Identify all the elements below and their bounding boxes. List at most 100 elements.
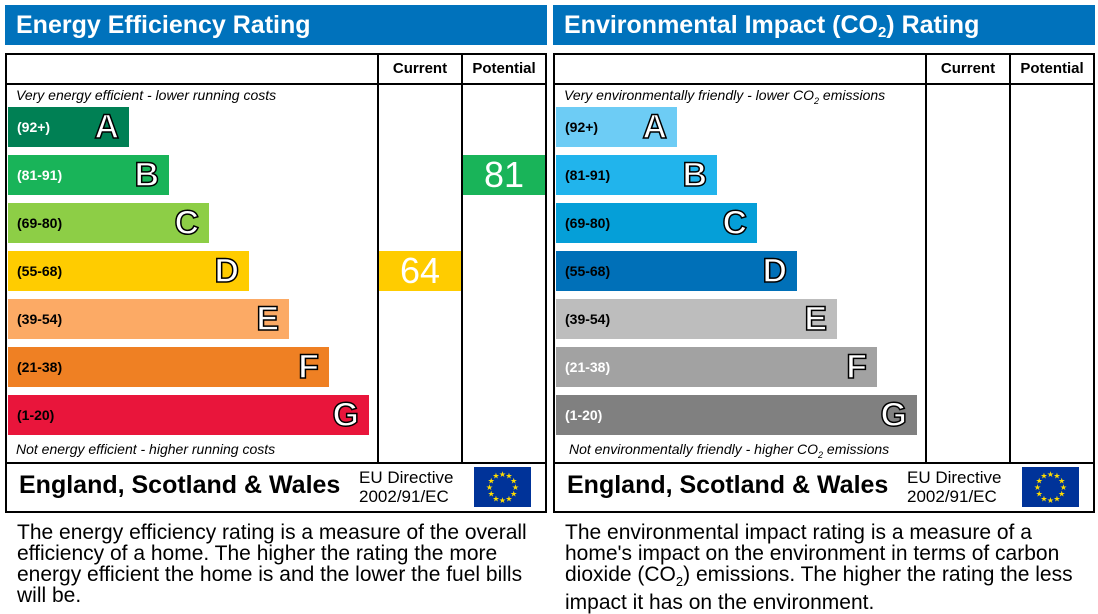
svg-text:★: ★ <box>488 490 495 499</box>
band-letter: F <box>297 347 319 387</box>
svg-text:★: ★ <box>1058 490 1065 499</box>
band-letter: B <box>134 155 160 195</box>
region-label: England, Scotland & Wales <box>567 471 889 499</box>
band-range: (92+) <box>565 119 599 135</box>
band-letter: E <box>804 299 828 339</box>
band-range: (55-68) <box>565 263 611 279</box>
band-letter: D <box>762 251 788 291</box>
band-range: (92+) <box>17 119 51 135</box>
svg-text:★: ★ <box>1047 470 1054 479</box>
band-e: (39-54) E <box>556 299 837 339</box>
svg-text:★: ★ <box>1058 477 1065 486</box>
band-letter: G <box>880 395 908 435</box>
row-divider <box>555 83 1093 85</box>
rating-table: Current Potential Very environmentally fri… <box>553 53 1095 513</box>
top-note: Very environmentally friendly - lower CO… <box>564 87 886 106</box>
band-c: (69-80) C <box>8 203 209 243</box>
svg-text:★: ★ <box>1036 490 1043 499</box>
band-letter: C <box>174 203 200 243</box>
band-range: (69-80) <box>565 215 611 231</box>
band-a: (92+) A <box>556 107 677 147</box>
svg-text:★: ★ <box>510 477 517 486</box>
band-a: (92+) A <box>8 107 129 147</box>
band-c: (69-80) C <box>556 203 757 243</box>
svg-text:★: ★ <box>486 483 493 492</box>
svg-text:★: ★ <box>510 490 517 499</box>
svg-text:★: ★ <box>488 477 495 486</box>
column-divider <box>925 55 927 464</box>
row-divider <box>7 462 545 464</box>
svg-text:★: ★ <box>492 494 499 503</box>
band-letter: E <box>256 299 280 339</box>
rating-table: Current Potential Very energy efficient - … <box>5 53 547 513</box>
directive-number: 2002/91/EC <box>907 487 997 506</box>
band-range: (81-91) <box>565 167 611 183</box>
band-letter: D <box>214 251 240 291</box>
band-letter: C <box>722 203 748 243</box>
row-divider <box>555 462 1093 464</box>
band-range: (69-80) <box>17 215 63 231</box>
column-divider <box>461 55 463 464</box>
potential-header: Potential <box>472 60 536 77</box>
band-d: (55-68) D <box>556 251 797 291</box>
top-note: Very energy efficient - lower running co… <box>16 87 277 103</box>
svg-text:★: ★ <box>1036 477 1043 486</box>
svg-text:★: ★ <box>1040 494 1047 503</box>
eu-flag-icon: ★ ★ ★ ★ ★ ★ ★ ★ ★ ★ ★ ★ <box>474 467 531 507</box>
svg-text:★: ★ <box>1060 483 1067 492</box>
bottom-note: Not environmentally friendly - higher CO… <box>569 441 890 460</box>
potential-rating: 81 <box>463 155 545 195</box>
band-b: (81-91) B <box>8 155 169 195</box>
description: The environmental impact rating is a mea… <box>565 521 1073 614</box>
band-letter: A <box>94 107 120 147</box>
description: The energy efficiency rating is a measur… <box>17 521 527 607</box>
band-range: (21-38) <box>565 359 611 375</box>
svg-text:★: ★ <box>505 494 512 503</box>
eu-directive: EU Directive 2002/91/EC <box>359 468 453 506</box>
chart-title: Environmental Impact (CO2) Rating <box>553 5 1095 45</box>
column-divider <box>1009 55 1011 464</box>
svg-text:★: ★ <box>499 496 506 505</box>
band-range: (39-54) <box>565 311 611 327</box>
svg-text:★: ★ <box>499 470 506 479</box>
band-g: (1-20) G <box>556 395 917 435</box>
band-letter: G <box>332 395 360 435</box>
row-divider <box>7 83 545 85</box>
chart-title: Energy Efficiency Rating <box>5 5 547 45</box>
band-g: (1-20) G <box>8 395 369 435</box>
svg-text:★: ★ <box>1034 483 1041 492</box>
svg-text:★: ★ <box>1053 494 1060 503</box>
region-label: England, Scotland & Wales <box>19 471 341 499</box>
svg-text:★: ★ <box>1053 472 1060 481</box>
current-header: Current <box>940 60 996 77</box>
potential-header: Potential <box>1020 60 1084 77</box>
band-letter: B <box>682 155 708 195</box>
directive-number: 2002/91/EC <box>359 487 449 506</box>
svg-text:★: ★ <box>492 472 499 481</box>
environmental-impact-panel: Environmental Impact (CO2) Rating Current… <box>553 0 1095 613</box>
column-divider <box>377 55 379 464</box>
band-f: (21-38) F <box>8 347 329 387</box>
svg-text:★: ★ <box>512 483 519 492</box>
svg-text:★: ★ <box>1047 496 1054 505</box>
directive-line: EU Directive <box>359 468 454 487</box>
bottom-note: Not energy efficient - higher running co… <box>16 441 276 457</box>
band-f: (21-38) F <box>556 347 877 387</box>
current-header: Current <box>392 60 448 77</box>
band-range: (21-38) <box>17 359 63 375</box>
current-rating: 64 <box>379 251 461 291</box>
svg-text:★: ★ <box>1040 472 1047 481</box>
band-range: (55-68) <box>17 263 63 279</box>
band-d: (55-68) D <box>8 251 249 291</box>
energy-efficiency-panel: Energy Efficiency Rating Current Potential… <box>5 0 547 613</box>
band-e: (39-54) E <box>8 299 289 339</box>
eu-flag-icon: ★ ★ ★ ★ ★ ★ ★ ★ ★ ★ ★ ★ <box>1022 467 1079 507</box>
eu-directive: EU Directive 2002/91/EC <box>907 468 1001 506</box>
band-range: (1-20) <box>17 407 55 423</box>
band-range: (39-54) <box>17 311 63 327</box>
svg-text:★: ★ <box>505 472 512 481</box>
band-letter: A <box>642 107 668 147</box>
band-b: (81-91) B <box>556 155 717 195</box>
band-range: (81-91) <box>17 167 63 183</box>
directive-line: EU Directive <box>907 468 1002 487</box>
